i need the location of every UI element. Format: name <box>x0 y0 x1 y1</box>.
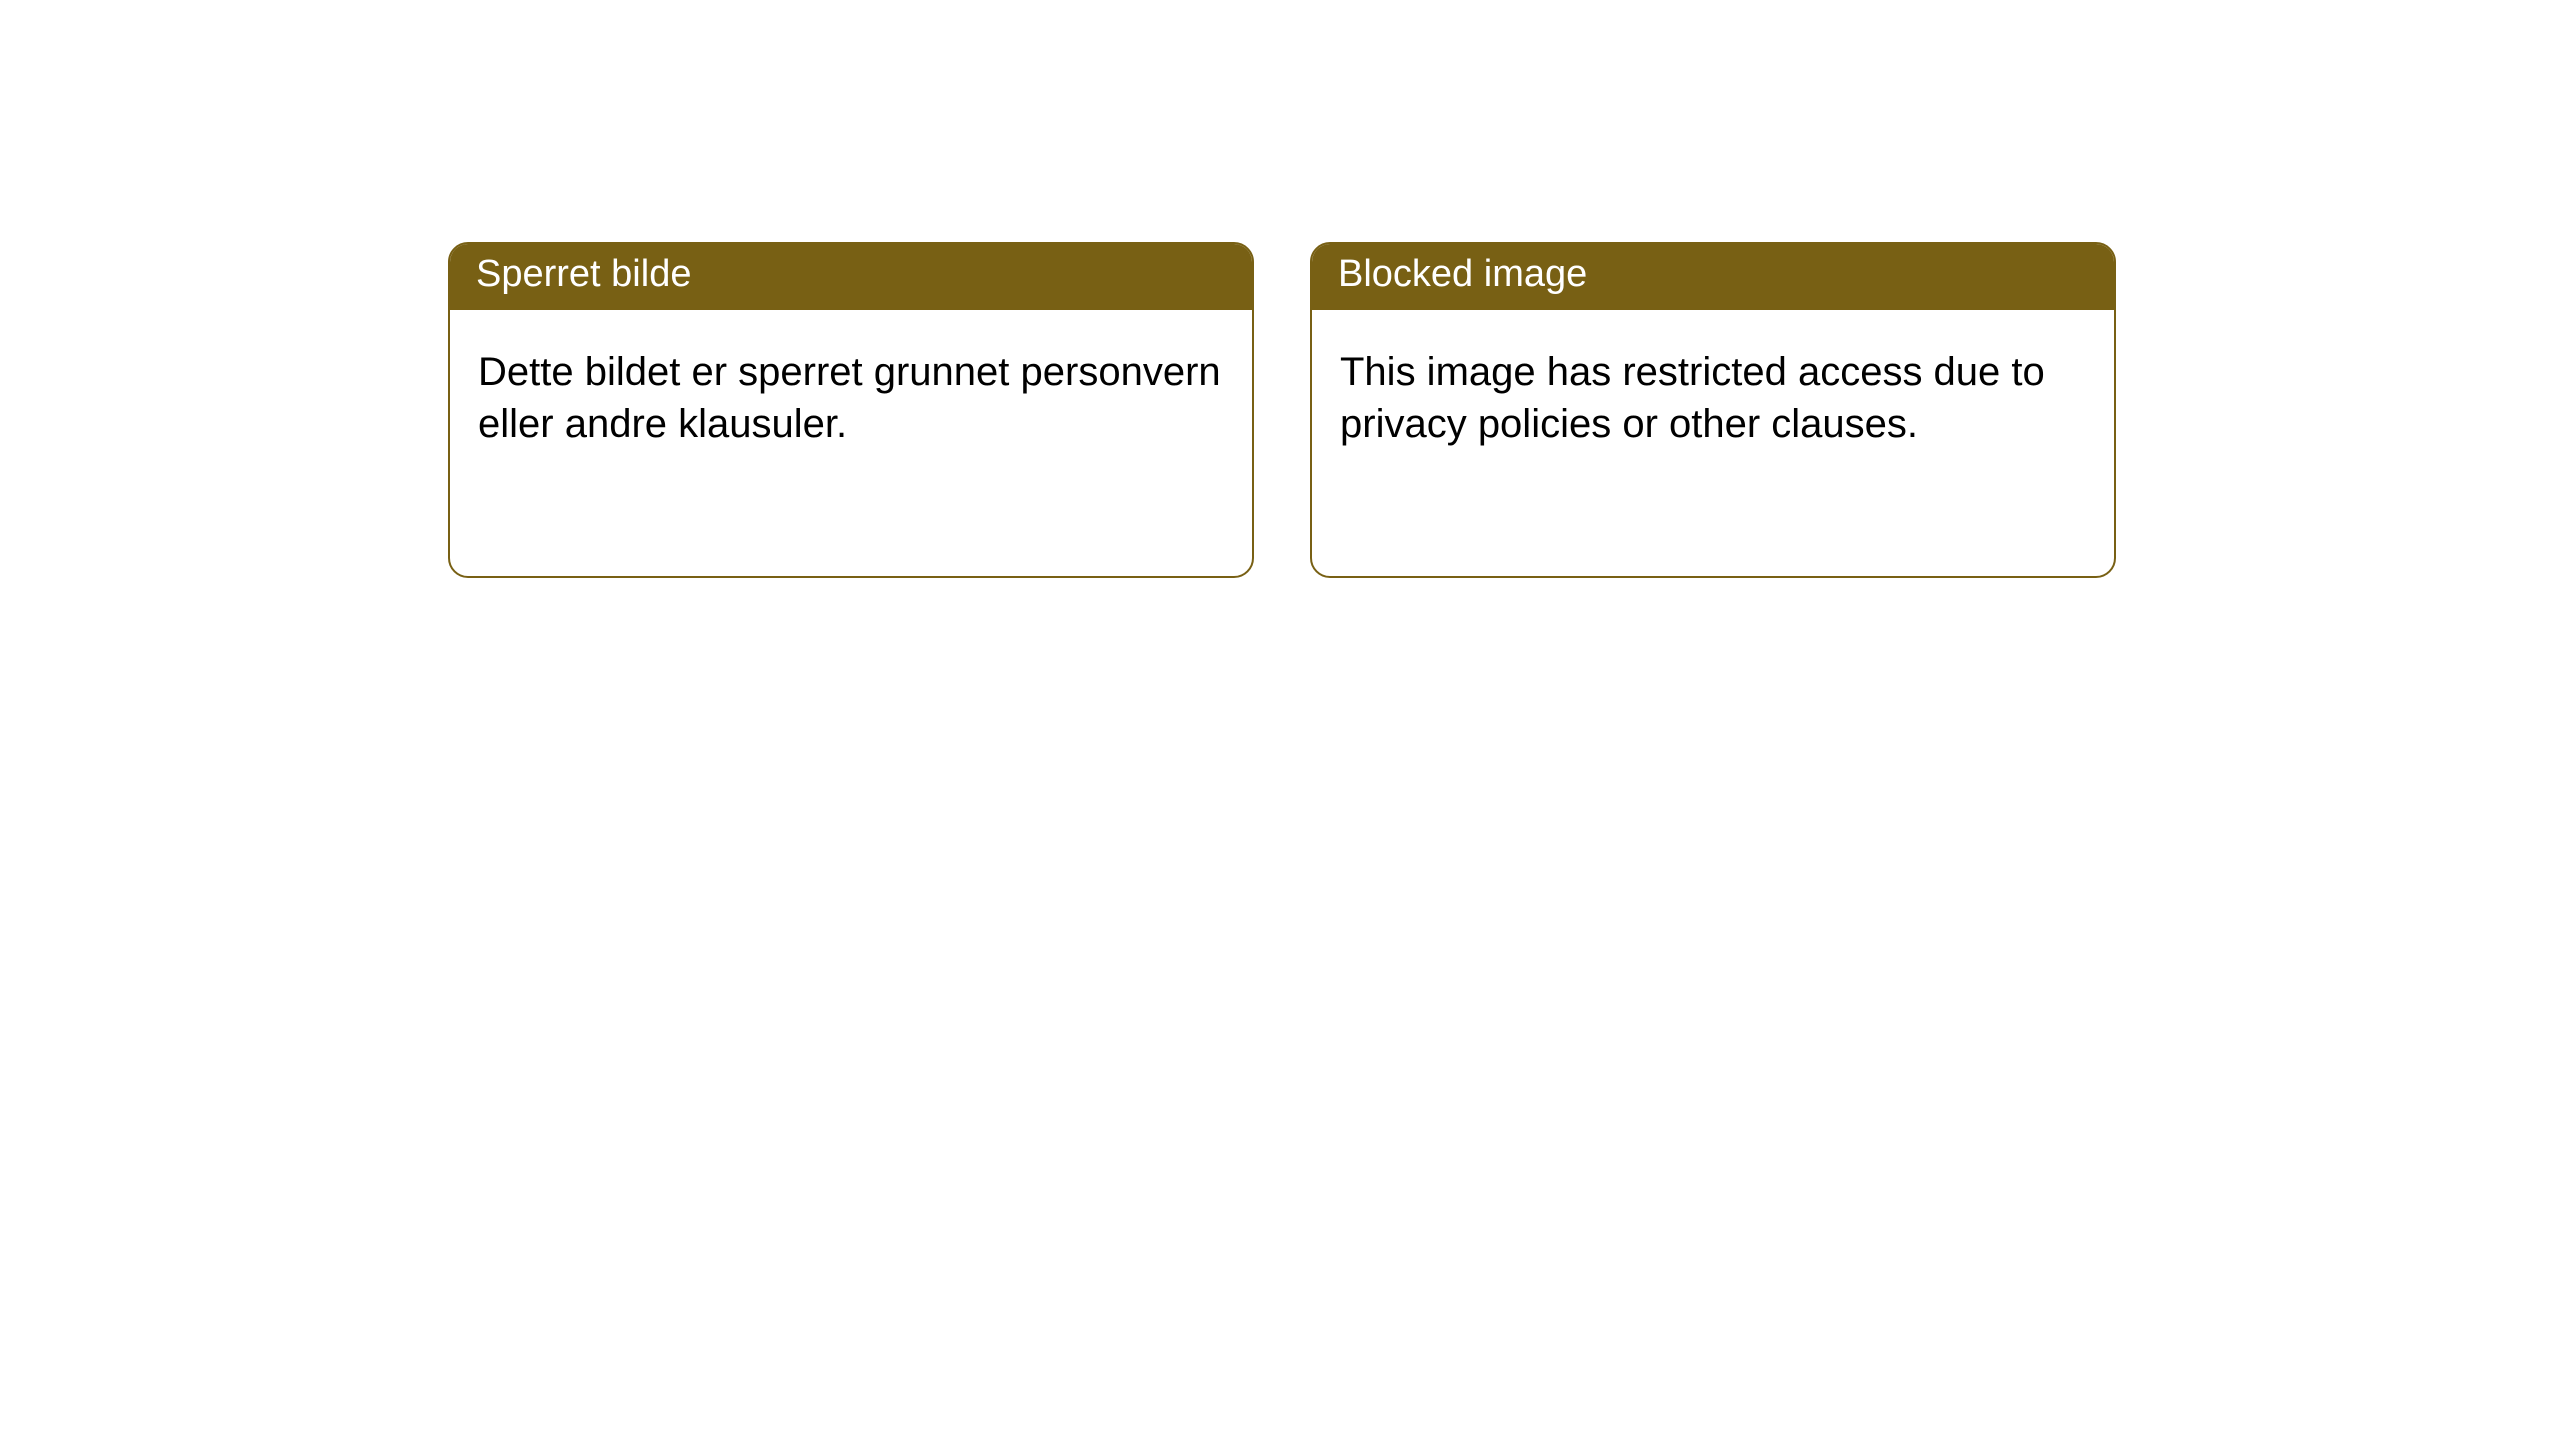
card-title: Sperret bilde <box>450 244 1252 310</box>
card-title: Blocked image <box>1312 244 2114 310</box>
notice-cards-container: Sperret bilde Dette bildet er sperret gr… <box>0 0 2560 578</box>
card-body-text: This image has restricted access due to … <box>1312 310 2114 486</box>
notice-card-english: Blocked image This image has restricted … <box>1310 242 2116 578</box>
card-body-text: Dette bildet er sperret grunnet personve… <box>450 310 1252 486</box>
notice-card-norwegian: Sperret bilde Dette bildet er sperret gr… <box>448 242 1254 578</box>
